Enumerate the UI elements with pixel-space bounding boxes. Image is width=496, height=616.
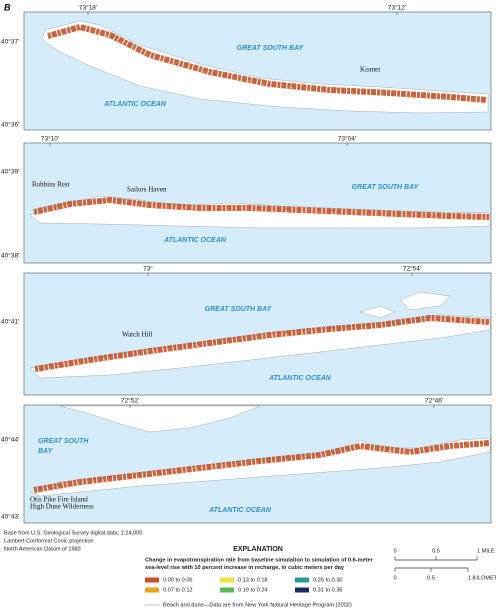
map-panel: 73° 72°54' 40°41' GREAT SOUTH BAY ATLANTIC O… <box>1 265 492 396</box>
latitude-label: 40°37' <box>1 38 19 46</box>
legend-title: EXPLANATION <box>233 546 283 553</box>
vegetation-change <box>34 314 490 372</box>
credit-line: Lambert Conformal Conic projection <box>4 538 94 544</box>
land <box>59 405 261 433</box>
water-label: BAY <box>38 448 54 455</box>
land <box>399 291 451 311</box>
vegetation-change <box>47 23 488 103</box>
water-label: GREAT SOUTH BAY <box>352 184 420 191</box>
scale-label: 0.5 <box>432 548 440 554</box>
legend-label: 0.00 to 0.06 <box>163 577 193 583</box>
beach-label: Beach and dune—Data are from New York Na… <box>163 602 352 608</box>
place-label: Kismet <box>360 66 380 74</box>
water-label: ATLANTIC OCEAN <box>268 375 332 382</box>
land <box>359 305 396 319</box>
latitude-label: 40°36' <box>1 121 19 129</box>
legend-swatch <box>295 577 309 583</box>
latitude-label: 40°39' <box>1 168 19 176</box>
scale-label: 1 MILE <box>477 548 495 554</box>
latitude-label: 40°41' <box>1 318 19 326</box>
scale-label: 0.5 <box>427 575 435 581</box>
latitude-label: 40°38' <box>1 252 19 260</box>
longitude-label: 73°04' <box>338 135 356 143</box>
water-label: ATLANTIC OCEAN <box>163 237 227 244</box>
water-label: GREAT SOUTH BAY <box>205 306 273 313</box>
legend-description: Change in evapotranspiration rate from b… <box>145 557 374 563</box>
map-panel: 73°18' 73°12' 40°37' 40°36' GREAT SOUTH BAY A… <box>1 4 492 131</box>
place-label: Watch Hill <box>122 331 152 339</box>
legend-description: sea-level rise with 10 percent increase … <box>145 565 345 571</box>
credit-line: North American Datum of 1983 <box>4 546 81 552</box>
scale-label: 1 KILOMETER <box>468 575 496 581</box>
credit-line: Base from U.S. Geological Survey digital… <box>4 530 142 536</box>
place-label: Sailors Haven <box>127 186 167 194</box>
map-panel: 72°52' 72°46' 40°44' 40°43' GREAT SOUTH BAY AT… <box>1 397 492 524</box>
map-panel: 73°10' 73°04' 40°39' 40°38' GREAT SOUTH BAY A… <box>1 135 492 264</box>
figure-label: B <box>4 2 11 12</box>
legend-swatch <box>295 587 309 593</box>
longitude-label: 73° <box>143 265 153 273</box>
water-label: GREAT SOUTH <box>38 438 89 445</box>
vegetation-change <box>34 318 490 372</box>
scale-label: 0 <box>393 575 396 581</box>
longitude-label: 72°52' <box>121 397 139 405</box>
legend-label: 0.19 to 0.24 <box>238 587 268 593</box>
longitude-label: 72°46' <box>425 397 443 405</box>
water-label: ATLANTIC OCEAN <box>103 101 167 108</box>
water-label: ATLANTIC OCEAN <box>208 507 272 514</box>
longitude-label: 73°10' <box>41 135 59 143</box>
vegetation-change <box>33 440 490 493</box>
legend-swatch <box>220 587 234 593</box>
land <box>41 20 489 114</box>
legend-label: 0.25 to 0.30 <box>313 577 343 583</box>
longitude-label: 72°54' <box>403 265 421 273</box>
latitude-label: 40°43' <box>1 513 19 521</box>
place-label: Robbins Rest <box>32 181 70 189</box>
latitude-label: 40°44' <box>1 436 19 444</box>
legend-swatch <box>145 577 159 583</box>
water-label: GREAT SOUTH BAY <box>237 45 305 52</box>
legend-swatch <box>145 587 159 593</box>
longitude-label: 73°12' <box>388 4 406 12</box>
legend-label: 0.31 to 0.36 <box>313 587 343 593</box>
place-label: Otis Pike Fire Island <box>30 496 88 504</box>
scale-label: 0 <box>393 548 396 554</box>
longitude-label: 73°18' <box>79 4 97 12</box>
vegetation-change <box>33 196 490 220</box>
place-label: High Dune Wilderness <box>30 503 94 511</box>
legend-label: 0.07 to 0.12 <box>163 587 193 593</box>
legend-swatch <box>220 577 234 583</box>
legend-label: 0.13 to 0.18 <box>238 577 268 583</box>
